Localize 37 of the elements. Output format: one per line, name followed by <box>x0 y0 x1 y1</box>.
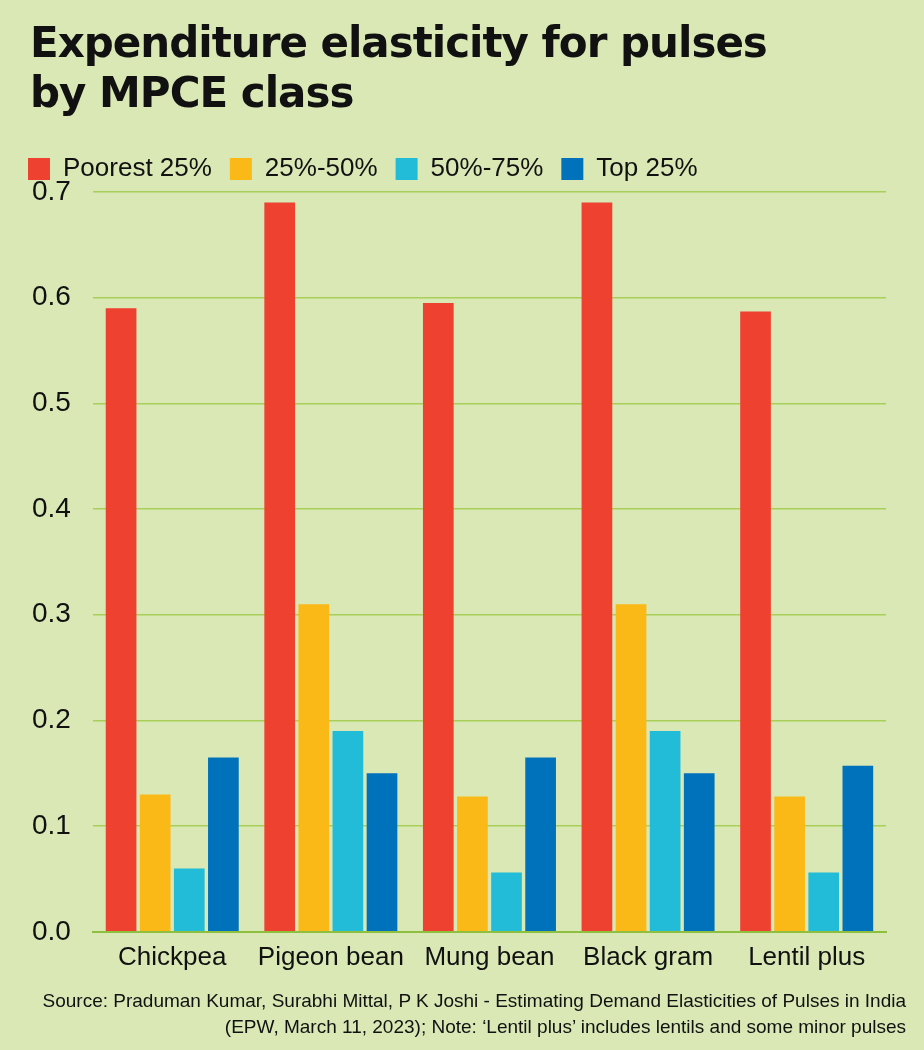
bar <box>332 731 364 932</box>
x-tick-label: Black gram <box>583 940 714 971</box>
y-tick-label: 0.1 <box>31 808 71 840</box>
y-tick-label: 0.3 <box>31 597 71 629</box>
x-tick-label: Mung bean <box>424 940 555 971</box>
bar <box>457 796 488 932</box>
x-tick-label: Lentil plus <box>748 940 866 971</box>
bar <box>683 773 715 932</box>
x-tick-label: Pigeon bean <box>257 940 404 971</box>
bar <box>422 302 454 932</box>
legend-label: 25%-50% <box>264 152 378 183</box>
y-tick-label: 0.6 <box>31 280 71 312</box>
bar <box>298 604 330 932</box>
source-note: Source: Praduman Kumar, Surabhi Mittal, P K Joshi - Estimating Demand Elasticities of Pulses in India (EPW, March 11, 2023); Note: ‘Lentil plus’ includes lentils and some minor pulses <box>41 989 906 1039</box>
y-tick-label: 0.5 <box>31 386 71 418</box>
legend-label: Top 25% <box>596 152 698 183</box>
bar <box>173 868 205 932</box>
bar <box>491 872 522 932</box>
y-tick-label: 0.0 <box>31 914 71 946</box>
bar <box>649 731 681 932</box>
bar <box>208 757 239 932</box>
bar <box>105 308 137 932</box>
bar <box>264 202 296 932</box>
bar <box>525 757 556 932</box>
bar <box>581 202 613 932</box>
bar <box>774 796 805 932</box>
y-tick-label: 0.2 <box>31 703 71 735</box>
bar <box>808 872 840 932</box>
bar <box>740 311 771 932</box>
bar <box>139 794 171 932</box>
bar <box>615 604 647 932</box>
x-tick-label: Chickpea <box>118 940 227 971</box>
bar <box>842 765 874 932</box>
y-tick-label: 0.4 <box>31 491 71 523</box>
bar <box>366 773 398 932</box>
legend-label: 50%-75% <box>430 152 544 183</box>
chart-title: Expenditure elasticity for pulses by MPCE class <box>30 18 768 118</box>
